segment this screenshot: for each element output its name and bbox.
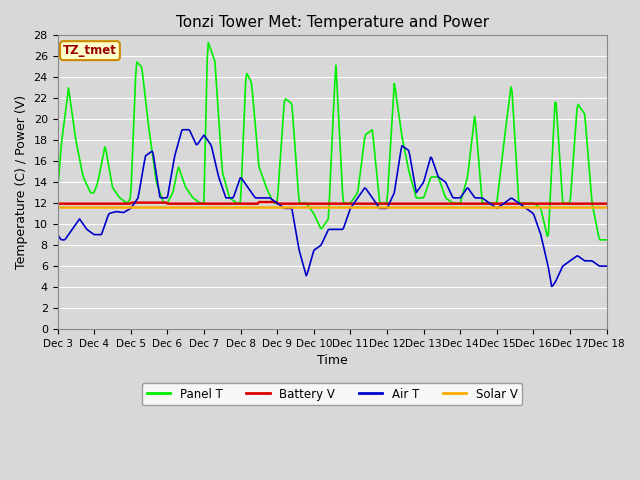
Solar V xyxy=(589,204,597,210)
Air T xyxy=(381,205,389,211)
Solar V xyxy=(603,204,611,210)
Battery V xyxy=(316,201,323,206)
Air T xyxy=(505,197,513,203)
Battery V xyxy=(54,201,61,206)
Line: Battery V: Battery V xyxy=(58,202,607,204)
Solar V xyxy=(504,204,511,210)
Air T xyxy=(603,263,611,269)
Battery V xyxy=(591,201,598,206)
Text: TZ_tmet: TZ_tmet xyxy=(63,44,117,57)
Battery V xyxy=(319,201,326,206)
Solar V xyxy=(318,204,326,210)
Air T xyxy=(548,284,556,289)
Panel T xyxy=(316,223,323,228)
Panel T xyxy=(352,192,360,198)
Line: Air T: Air T xyxy=(58,130,607,287)
Solar V xyxy=(314,204,322,210)
Battery V xyxy=(603,201,611,206)
Battery V xyxy=(381,201,389,206)
Legend: Panel T, Battery V, Air T, Solar V: Panel T, Battery V, Air T, Solar V xyxy=(142,383,522,405)
Solar V xyxy=(381,204,388,210)
Solar V xyxy=(351,204,358,210)
Line: Panel T: Panel T xyxy=(58,43,607,240)
Title: Tonzi Tower Met: Temperature and Power: Tonzi Tower Met: Temperature and Power xyxy=(175,15,489,30)
Battery V xyxy=(505,201,513,206)
Air T xyxy=(352,198,360,204)
Panel T xyxy=(381,200,389,206)
Air T xyxy=(592,261,600,266)
Air T xyxy=(316,243,323,249)
Air T xyxy=(319,239,326,244)
Air T xyxy=(54,232,61,238)
Air T xyxy=(179,127,187,132)
X-axis label: Time: Time xyxy=(317,354,348,367)
Panel T xyxy=(505,101,513,107)
Panel T xyxy=(603,237,611,243)
Battery V xyxy=(352,201,360,206)
Y-axis label: Temperature (C) / Power (V): Temperature (C) / Power (V) xyxy=(15,95,28,269)
Solar V xyxy=(54,204,61,210)
Panel T xyxy=(319,224,326,230)
Panel T xyxy=(596,237,604,243)
Panel T xyxy=(54,190,61,195)
Battery V xyxy=(255,199,263,205)
Panel T xyxy=(204,40,212,46)
Panel T xyxy=(591,213,598,219)
